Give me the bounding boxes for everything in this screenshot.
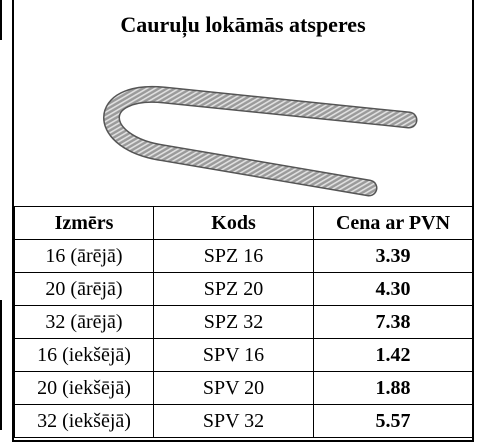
price-cell: 1.42 bbox=[313, 338, 473, 372]
card: Cauruļu lokāmās atsperes Izmērs Kods Cena … bbox=[12, 0, 474, 442]
column-header: Cena ar PVN bbox=[313, 206, 473, 240]
price-cell: 3.39 bbox=[313, 239, 473, 273]
price-cell: 4.30 bbox=[313, 272, 473, 306]
price-table: Izmērs Kods Cena ar PVN 16 (ārējā) SPZ 16 3.… bbox=[14, 206, 473, 438]
edge-line bbox=[0, 0, 2, 40]
table-cell: SPZ 32 bbox=[153, 305, 314, 339]
table-cell: 20 (ārējā) bbox=[14, 272, 154, 306]
table-cell: SPV 16 bbox=[153, 338, 314, 372]
table-row: 20 (iekšējā) SPV 20 1.88 bbox=[14, 371, 473, 405]
table-cell: 32 (iekšējā) bbox=[14, 404, 154, 438]
table-row: 32 (iekšējā) SPV 32 5.57 bbox=[14, 404, 473, 438]
price-cell: 1.88 bbox=[313, 371, 473, 405]
table-row: 16 (iekšējā) SPV 16 1.42 bbox=[14, 338, 473, 372]
header-row: Izmērs Kods Cena ar PVN bbox=[14, 206, 473, 240]
title: Cauruļu lokāmās atsperes bbox=[120, 12, 366, 37]
column-header: Kods bbox=[153, 206, 314, 240]
table-cell: SPV 20 bbox=[153, 371, 314, 405]
table-cell: 16 (iekšējā) bbox=[14, 338, 154, 372]
table-cell: SPV 32 bbox=[153, 404, 314, 438]
table-cell: SPZ 20 bbox=[153, 272, 314, 306]
spring-image bbox=[103, 85, 418, 197]
table-cell: SPZ 16 bbox=[153, 239, 314, 273]
table-row: 16 (ārējā) SPZ 16 3.39 bbox=[14, 239, 473, 273]
table-cell: 16 (ārējā) bbox=[14, 239, 154, 273]
price-cell: 7.38 bbox=[313, 305, 473, 339]
column-header: Izmērs bbox=[14, 206, 154, 240]
price-cell: 5.57 bbox=[313, 404, 473, 438]
edge-line bbox=[0, 300, 2, 430]
table-cell: 32 (ārējā) bbox=[14, 305, 154, 339]
table-row: 32 (ārējā) SPZ 32 7.38 bbox=[14, 305, 473, 339]
table-row: 20 (ārējā) SPZ 20 4.30 bbox=[14, 272, 473, 306]
table-cell: 20 (iekšējā) bbox=[14, 371, 154, 405]
